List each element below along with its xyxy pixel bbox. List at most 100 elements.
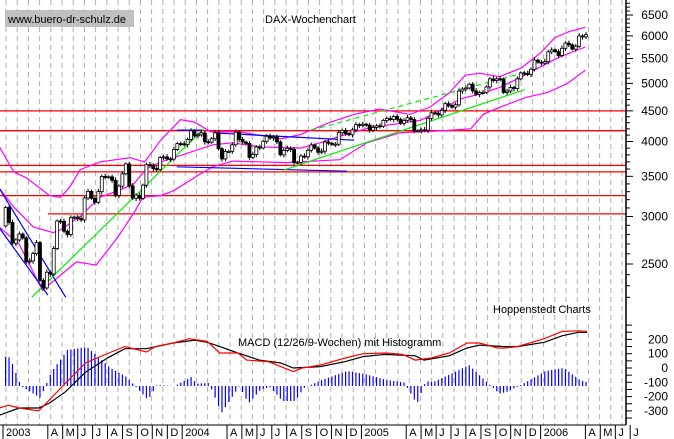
candle-body [48, 271, 53, 275]
candle-body [329, 142, 334, 145]
candle-body [141, 184, 145, 199]
x-tick-label: 2004 [185, 427, 209, 439]
candle-body [189, 130, 193, 140]
candle-body [65, 230, 70, 235]
candle-body [384, 118, 389, 121]
candle-body [443, 103, 448, 111]
candle-body [347, 133, 351, 136]
candle-body [391, 116, 396, 120]
candle-body [323, 141, 327, 152]
candle-body [247, 143, 252, 158]
candle-body [72, 216, 77, 219]
candle-body [553, 49, 558, 52]
candle-body [285, 147, 290, 151]
candle-body [487, 78, 492, 88]
candle-body [312, 144, 317, 149]
candle-body [505, 90, 509, 93]
candle-body [429, 112, 434, 119]
candle-body [7, 207, 11, 223]
candle-body [340, 129, 345, 134]
candle-body [68, 217, 73, 235]
website-link[interactable]: www.buero-dr-schulz.de [7, 14, 126, 26]
x-tick-label: A [409, 427, 417, 439]
source-label: Hoppenstedt Charts [493, 304, 591, 316]
candle-body [75, 216, 80, 220]
candle-body [147, 164, 152, 167]
candle-body [378, 125, 382, 128]
y-tick-label: 5500 [641, 52, 668, 66]
candle-body [27, 260, 32, 263]
x-tick-label: 2006 [544, 427, 568, 439]
x-tick-label: J [439, 427, 445, 439]
candle-body [405, 117, 410, 121]
candle-body [460, 88, 465, 92]
candle-body [474, 90, 479, 95]
x-tick-label: M [66, 427, 75, 439]
candle-body [450, 105, 454, 108]
candle-body [202, 132, 207, 143]
x-tick-label: J [454, 427, 460, 439]
candle-body [271, 136, 276, 139]
candle-body [96, 191, 101, 203]
candle-body [38, 242, 42, 281]
candle-body [120, 173, 125, 187]
moving-average-line [0, 46, 586, 234]
candle-body [498, 78, 503, 81]
candle-body [453, 104, 458, 108]
candle-body [367, 124, 372, 131]
candle-body [295, 161, 300, 164]
candle-body [354, 124, 358, 131]
candle-body [154, 168, 159, 171]
candle-body [89, 190, 94, 199]
candle-body [55, 220, 60, 249]
macd-tick-label: -300 [644, 404, 668, 418]
candle-body [206, 141, 211, 144]
candle-body [494, 78, 499, 81]
candle-body [199, 132, 204, 136]
candle-body [402, 120, 406, 124]
candle-body [216, 132, 221, 150]
candle-body [58, 220, 63, 223]
candle-body [546, 51, 551, 62]
candle-body [213, 132, 218, 140]
chart-title: DAX-Wochenchart [265, 14, 356, 26]
x-tick-label: N [334, 427, 342, 439]
x-tick-label: J [96, 427, 102, 439]
candle-body [529, 68, 533, 75]
candle-body [158, 157, 163, 171]
candle-body [446, 103, 451, 106]
candle-body [563, 42, 568, 49]
candle-body [237, 131, 242, 140]
y-tick-label: 4000 [641, 135, 668, 149]
x-tick-label: D [529, 427, 537, 439]
candle-body [17, 233, 22, 241]
candle-body [381, 120, 386, 127]
blue-trendline [176, 166, 348, 172]
x-tick-label: A [588, 427, 596, 439]
candle-body [196, 134, 200, 137]
candle-body [415, 130, 420, 133]
candle-body [144, 164, 149, 186]
candle-body [103, 176, 108, 178]
candle-body [573, 45, 578, 50]
candle-body [130, 185, 135, 199]
y-tick-label: 2500 [641, 257, 668, 271]
candle-body [209, 138, 214, 143]
y-tick-label: 5000 [641, 76, 668, 90]
candle-body [264, 135, 269, 142]
candle-body [549, 49, 554, 53]
candle-body [580, 35, 585, 38]
candle-body [584, 34, 588, 38]
candle-body [51, 248, 56, 275]
candle-body [240, 139, 245, 143]
candle-body [518, 72, 523, 80]
candle-body [343, 129, 348, 135]
candle-body [371, 127, 375, 131]
candle-body [261, 140, 266, 149]
x-tick-label: O [499, 427, 508, 439]
x-tick-label: A [230, 427, 238, 439]
x-tick-label: A [110, 427, 118, 439]
candle-body [106, 176, 111, 179]
signal-line [0, 331, 588, 416]
candle-body [192, 130, 197, 137]
